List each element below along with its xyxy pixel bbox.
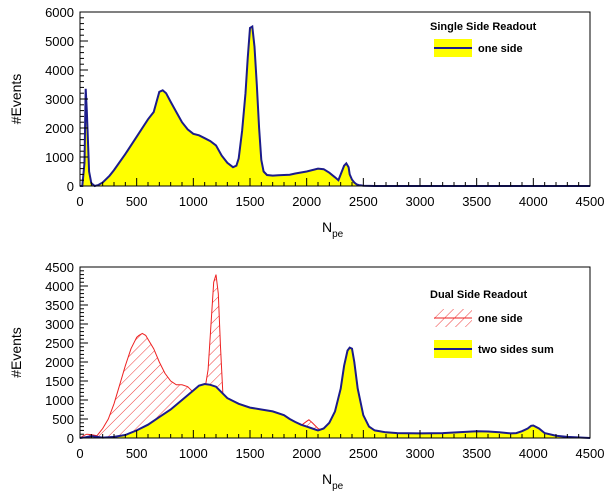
x-axis-title-main: N bbox=[322, 471, 332, 487]
x-tick-label: 0 bbox=[76, 446, 83, 461]
x-tick-label: 4000 bbox=[519, 446, 548, 461]
x-tick-label: 1000 bbox=[179, 446, 208, 461]
x-axis-title: Npe bbox=[322, 219, 344, 240]
legend-label-1: one side bbox=[478, 43, 523, 55]
y-tick-label: 6000 bbox=[45, 5, 74, 20]
series-area-1-fill bbox=[80, 26, 590, 186]
top-chart: 0 500 1000 1500 2000 2500 3000 3500 4000 4500 0 100… bbox=[8, 5, 604, 240]
y-tick-label: 3500 bbox=[45, 298, 74, 313]
series-line-1 bbox=[79, 274, 590, 439]
series-area-2-fill bbox=[80, 347, 590, 438]
x-tick-label: 3000 bbox=[406, 194, 435, 209]
legend-swatch-2 bbox=[434, 340, 472, 358]
y-tick-label: 2000 bbox=[45, 355, 74, 370]
legend: Dual Side Readout one side two sides sum bbox=[430, 289, 554, 358]
x-axis-title: Npe bbox=[322, 471, 344, 492]
series-line-1 bbox=[80, 24, 590, 188]
y-tick-label: 2500 bbox=[45, 336, 74, 351]
x-tick-label: 500 bbox=[126, 194, 148, 209]
x-tick-label: 1500 bbox=[236, 194, 265, 209]
y-tick-label: 2000 bbox=[45, 121, 74, 136]
legend-title: Single Side Readout bbox=[430, 21, 537, 33]
legend: Single Side Readout one side bbox=[430, 21, 537, 57]
legend-label-1: one side bbox=[478, 313, 523, 325]
x-tick-label: 4000 bbox=[519, 194, 548, 209]
x-tick-label: 2500 bbox=[349, 446, 378, 461]
x-tick-label: 0 bbox=[76, 194, 83, 209]
x-axis-title-sub: pe bbox=[332, 229, 344, 240]
legend-label-2: two sides sum bbox=[478, 344, 554, 356]
x-tick-label: 1000 bbox=[179, 194, 208, 209]
y-tick-label: 4500 bbox=[45, 260, 74, 275]
x-tick-label: 500 bbox=[126, 446, 148, 461]
legend-swatch-1 bbox=[434, 39, 472, 57]
x-tick-label: 3500 bbox=[462, 194, 491, 209]
x-axis-title-main: N bbox=[322, 219, 332, 235]
series-line-2 bbox=[79, 346, 591, 439]
y-tick-label: 0 bbox=[67, 179, 74, 194]
y-tick-label: 500 bbox=[52, 412, 74, 427]
y-tick-label: 4000 bbox=[45, 279, 74, 294]
legend-swatch-1 bbox=[434, 309, 472, 327]
y-tick-label: 1000 bbox=[45, 393, 74, 408]
x-tick-label: 2000 bbox=[292, 194, 321, 209]
x-tick-label: 2500 bbox=[349, 194, 378, 209]
y-tick-label: 5000 bbox=[45, 34, 74, 49]
legend-title: Dual Side Readout bbox=[430, 289, 528, 301]
x-axis-title-sub: pe bbox=[332, 481, 344, 492]
y-tick-label: 4000 bbox=[45, 63, 74, 78]
x-tick-label: 3000 bbox=[406, 446, 435, 461]
x-tick-label: 1500 bbox=[236, 446, 265, 461]
x-tick-label: 3500 bbox=[462, 446, 491, 461]
bottom-chart: 0 500 1000 1500 2000 2500 3000 3500 4000 4500 0 500… bbox=[8, 260, 604, 492]
y-tick-label: 3000 bbox=[45, 317, 74, 332]
x-tick-label: 4500 bbox=[576, 194, 605, 209]
y-tick-label: 1000 bbox=[45, 150, 74, 165]
y-tick-label: 3000 bbox=[45, 92, 74, 107]
plot-frame bbox=[79, 266, 591, 439]
y-axis-title: #Events bbox=[8, 74, 24, 125]
x-tick-label: 2000 bbox=[292, 446, 321, 461]
y-tick-label: 1500 bbox=[45, 374, 74, 389]
y-tick-label: 0 bbox=[67, 431, 74, 446]
x-tick-label: 4500 bbox=[576, 446, 605, 461]
y-axis-title: #Events bbox=[8, 327, 24, 378]
